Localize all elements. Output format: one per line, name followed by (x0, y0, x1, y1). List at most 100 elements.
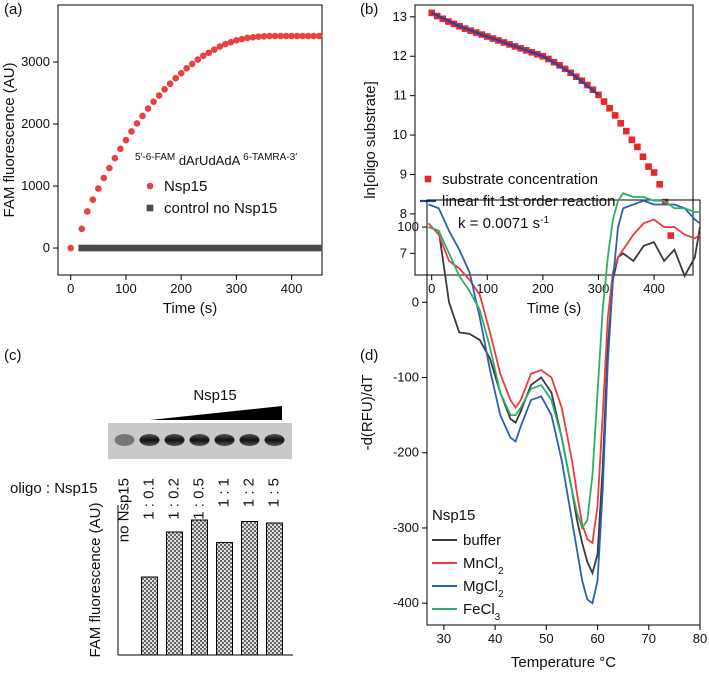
y-tick-label: 7 (400, 245, 407, 260)
panel-label: (a) (4, 1, 22, 18)
bar (191, 519, 208, 656)
data-point (83, 208, 91, 215)
data-point (128, 244, 135, 252)
panel-label: (d) (360, 347, 378, 364)
data-point (67, 244, 75, 252)
gel-band (114, 434, 135, 446)
legend-title-part: dArUdAdA (175, 153, 243, 168)
data-point (150, 244, 157, 252)
data-point (222, 40, 229, 48)
data-point (650, 169, 658, 176)
x-tick-label: 60 (590, 631, 604, 646)
data-point (150, 98, 157, 106)
bar (166, 531, 183, 656)
data-point (244, 244, 251, 252)
data-point (205, 244, 213, 252)
x-tick-label: 100 (476, 281, 498, 296)
data-point (233, 37, 240, 44)
bar (266, 522, 283, 656)
data-point (194, 244, 202, 252)
data-point (611, 112, 619, 119)
data-point (255, 33, 262, 40)
data-point (199, 52, 207, 60)
data-point (144, 244, 152, 252)
y-tick-label: 100 (397, 219, 419, 234)
x-tick-label: 100 (115, 281, 137, 296)
data-point (111, 244, 119, 252)
data-point (211, 46, 218, 53)
data-point (83, 244, 91, 252)
data-point (111, 154, 119, 162)
data-point (155, 244, 163, 252)
legend-title: Nsp15 (432, 507, 475, 524)
legend-label: MnCl2 (463, 555, 504, 577)
data-point (277, 32, 284, 40)
data-point (628, 136, 636, 144)
data-line (428, 199, 701, 605)
data-point (282, 244, 290, 252)
data-point (310, 244, 318, 252)
bar (141, 576, 158, 656)
panel-label: (c) (4, 347, 22, 364)
data-point (216, 244, 224, 252)
legend-label: buffer (463, 532, 501, 549)
data-point (155, 92, 163, 99)
legend-label: FeCl3 (463, 601, 501, 623)
lane-label: no Nsp15 (116, 478, 133, 542)
data-point (146, 204, 154, 212)
data-line (427, 218, 701, 545)
y-tick-label: -200 (393, 445, 419, 460)
data-point (266, 32, 273, 40)
x-tick-label: 50 (539, 631, 553, 646)
data-point (639, 153, 647, 161)
data-point (100, 244, 108, 252)
gel-band (214, 434, 235, 446)
data-point (95, 185, 102, 192)
data-point (161, 86, 168, 93)
y-tick-label: 8 (400, 206, 407, 221)
lane-label: 1 : 2 (241, 478, 258, 507)
data-point (133, 244, 141, 252)
x-tick-label: 0 (67, 281, 74, 296)
data-point (78, 244, 86, 252)
plot-frame (426, 199, 701, 626)
data-point (144, 105, 152, 112)
annotation: k = 0.0071 s-1 (458, 215, 549, 233)
legend-label: linear fit 1st order reaction (442, 193, 615, 210)
data-point (89, 244, 97, 252)
data-point (133, 120, 141, 127)
data-point (227, 38, 235, 46)
x-tick-label: 400 (281, 281, 303, 296)
x-tick-label: 200 (170, 281, 192, 296)
data-point (194, 56, 202, 63)
data-point (122, 136, 130, 144)
y-tick-label: -100 (393, 370, 419, 385)
data-point (78, 225, 86, 233)
x-tick-label: 0 (428, 281, 435, 296)
y-axis-title: -d(RFU)/dT (359, 375, 376, 451)
data-point (315, 32, 323, 40)
gel-band (139, 434, 160, 446)
annotation-sup: -1 (540, 215, 549, 226)
y-axis-title: ln[oligo substrate] (362, 81, 379, 199)
data-point (95, 244, 102, 252)
y-tick-label: 13 (393, 9, 407, 24)
data-point (249, 244, 257, 252)
data-point (172, 74, 179, 82)
data-point (238, 244, 246, 252)
data-point (271, 32, 279, 40)
data-point (315, 244, 323, 252)
x-tick-label: 80 (693, 631, 707, 646)
data-point (266, 244, 273, 252)
data-point (188, 244, 196, 252)
x-axis-title: Time (s) (163, 300, 217, 317)
data-point (271, 244, 279, 252)
y-tick-label: 0 (43, 240, 50, 255)
data-point (238, 35, 246, 43)
data-point (606, 104, 613, 112)
row-label: oligo : Nsp15 (10, 480, 98, 497)
y-tick-label: -400 (393, 595, 419, 610)
fit-line (431, 11, 600, 96)
data-point (183, 244, 190, 252)
x-axis-title: Temperature °C (511, 654, 616, 671)
